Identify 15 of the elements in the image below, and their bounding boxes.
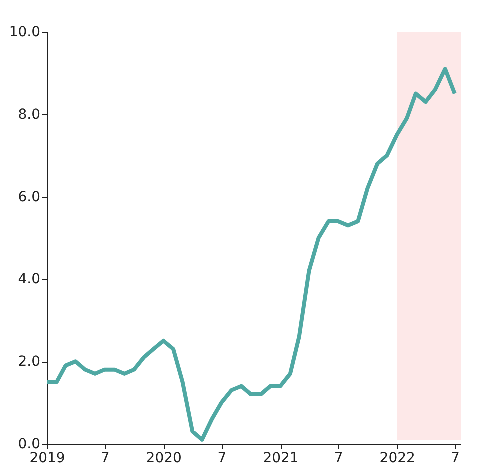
y-tick-label: 2.0 [18,354,40,370]
y-tick-label: 8.0 [18,106,40,123]
x-tick-label: 2022 [380,450,416,466]
y-tick-label: 0.0 [18,436,40,452]
x-tick-label: 7 [334,450,344,466]
x-tick-label: 2019 [30,450,66,466]
x-tick-label: 7 [218,450,227,466]
x-tick-label: 7 [100,450,110,466]
x-tick-label: 7 [450,450,460,466]
x-tick-label: 2020 [146,450,182,466]
y-tick-label: 10.0 [9,24,40,40]
y-tick-label: 4.0 [18,272,40,288]
x-tick-label: 2021 [263,450,299,466]
y-tick-label: 6.0 [18,189,40,206]
line-series [45,67,457,442]
